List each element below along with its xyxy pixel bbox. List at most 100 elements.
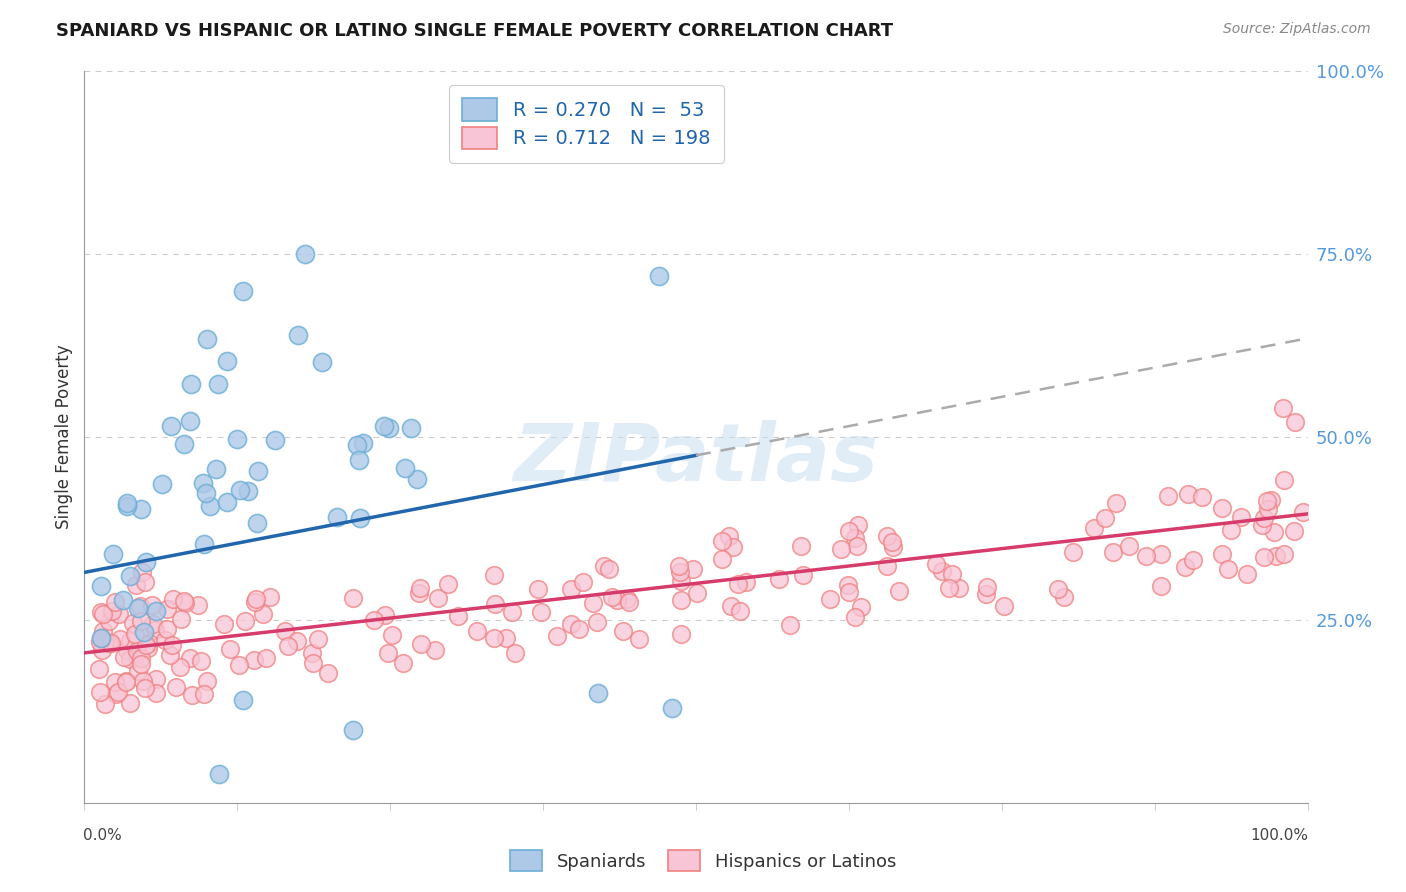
Point [245,592,267,607]
Point [846,517,869,532]
Point [342,591,364,605]
Point [89,685,111,699]
Point [394,460,416,475]
Point [180,688,202,702]
Point [160,638,183,652]
Point [530,605,553,619]
Point [392,657,415,671]
Point [107,684,129,698]
Point [193,537,215,551]
Point [572,574,595,589]
Point [1264,549,1286,563]
Point [1272,547,1295,561]
Point [619,595,641,609]
Point [122,616,145,631]
Point [1272,401,1295,415]
Point [170,612,193,626]
Point [145,604,167,618]
Point [948,581,970,595]
Point [1253,511,1275,525]
Point [136,641,159,656]
Point [326,509,349,524]
Point [145,686,167,700]
Point [127,601,149,615]
Point [173,437,195,451]
Point [219,641,242,656]
Point [115,643,138,657]
Point [263,433,285,447]
Point [381,628,404,642]
Point [165,680,187,694]
Point [931,564,953,578]
Point [94,635,117,649]
Point [100,636,122,650]
Point [129,651,152,665]
Text: Source: ZipAtlas.com: Source: ZipAtlas.com [1223,22,1371,37]
Point [682,562,704,576]
Point [228,658,250,673]
Point [560,582,582,596]
Point [346,438,368,452]
Point [105,687,128,701]
Point [120,634,142,648]
Point [503,647,526,661]
Point [1182,553,1205,567]
Point [1256,494,1278,508]
Point [1191,491,1213,505]
Point [925,557,948,571]
Point [294,247,316,261]
Point [107,607,129,622]
Point [1149,579,1171,593]
Point [174,596,197,610]
Point [423,643,446,657]
Point [560,617,582,632]
Point [159,648,181,663]
Point [993,599,1015,614]
Point [91,624,114,639]
Point [1102,545,1125,559]
Point [585,615,607,629]
Point [226,432,249,446]
Point [377,421,399,435]
Point [259,590,281,604]
Point [214,616,236,631]
Point [1083,521,1105,535]
Point [974,587,997,601]
Point [669,592,692,607]
Point [169,660,191,674]
Point [90,579,112,593]
Point [612,624,634,638]
Point [484,597,506,611]
Point [408,581,430,595]
Point [976,580,998,594]
Point [1218,562,1240,576]
Point [876,558,898,573]
Point [627,632,650,646]
Point [245,595,267,609]
Point [482,632,505,646]
Point [1094,511,1116,525]
Point [1053,590,1076,604]
Point [727,576,749,591]
Point [208,766,231,780]
Point [302,656,325,670]
Point [1104,496,1126,510]
Point [191,475,214,490]
Point [187,598,209,612]
Point [228,483,250,497]
Point [1118,539,1140,553]
Point [669,627,692,641]
Point [162,591,184,606]
Point [399,421,422,435]
Point [180,377,202,392]
Point [101,603,124,617]
Point [115,496,138,510]
Point [128,599,150,614]
Point [411,637,433,651]
Point [582,596,605,610]
Point [301,646,323,660]
Point [1062,545,1084,559]
Point [129,501,152,516]
Point [97,614,120,628]
Point [277,640,299,654]
